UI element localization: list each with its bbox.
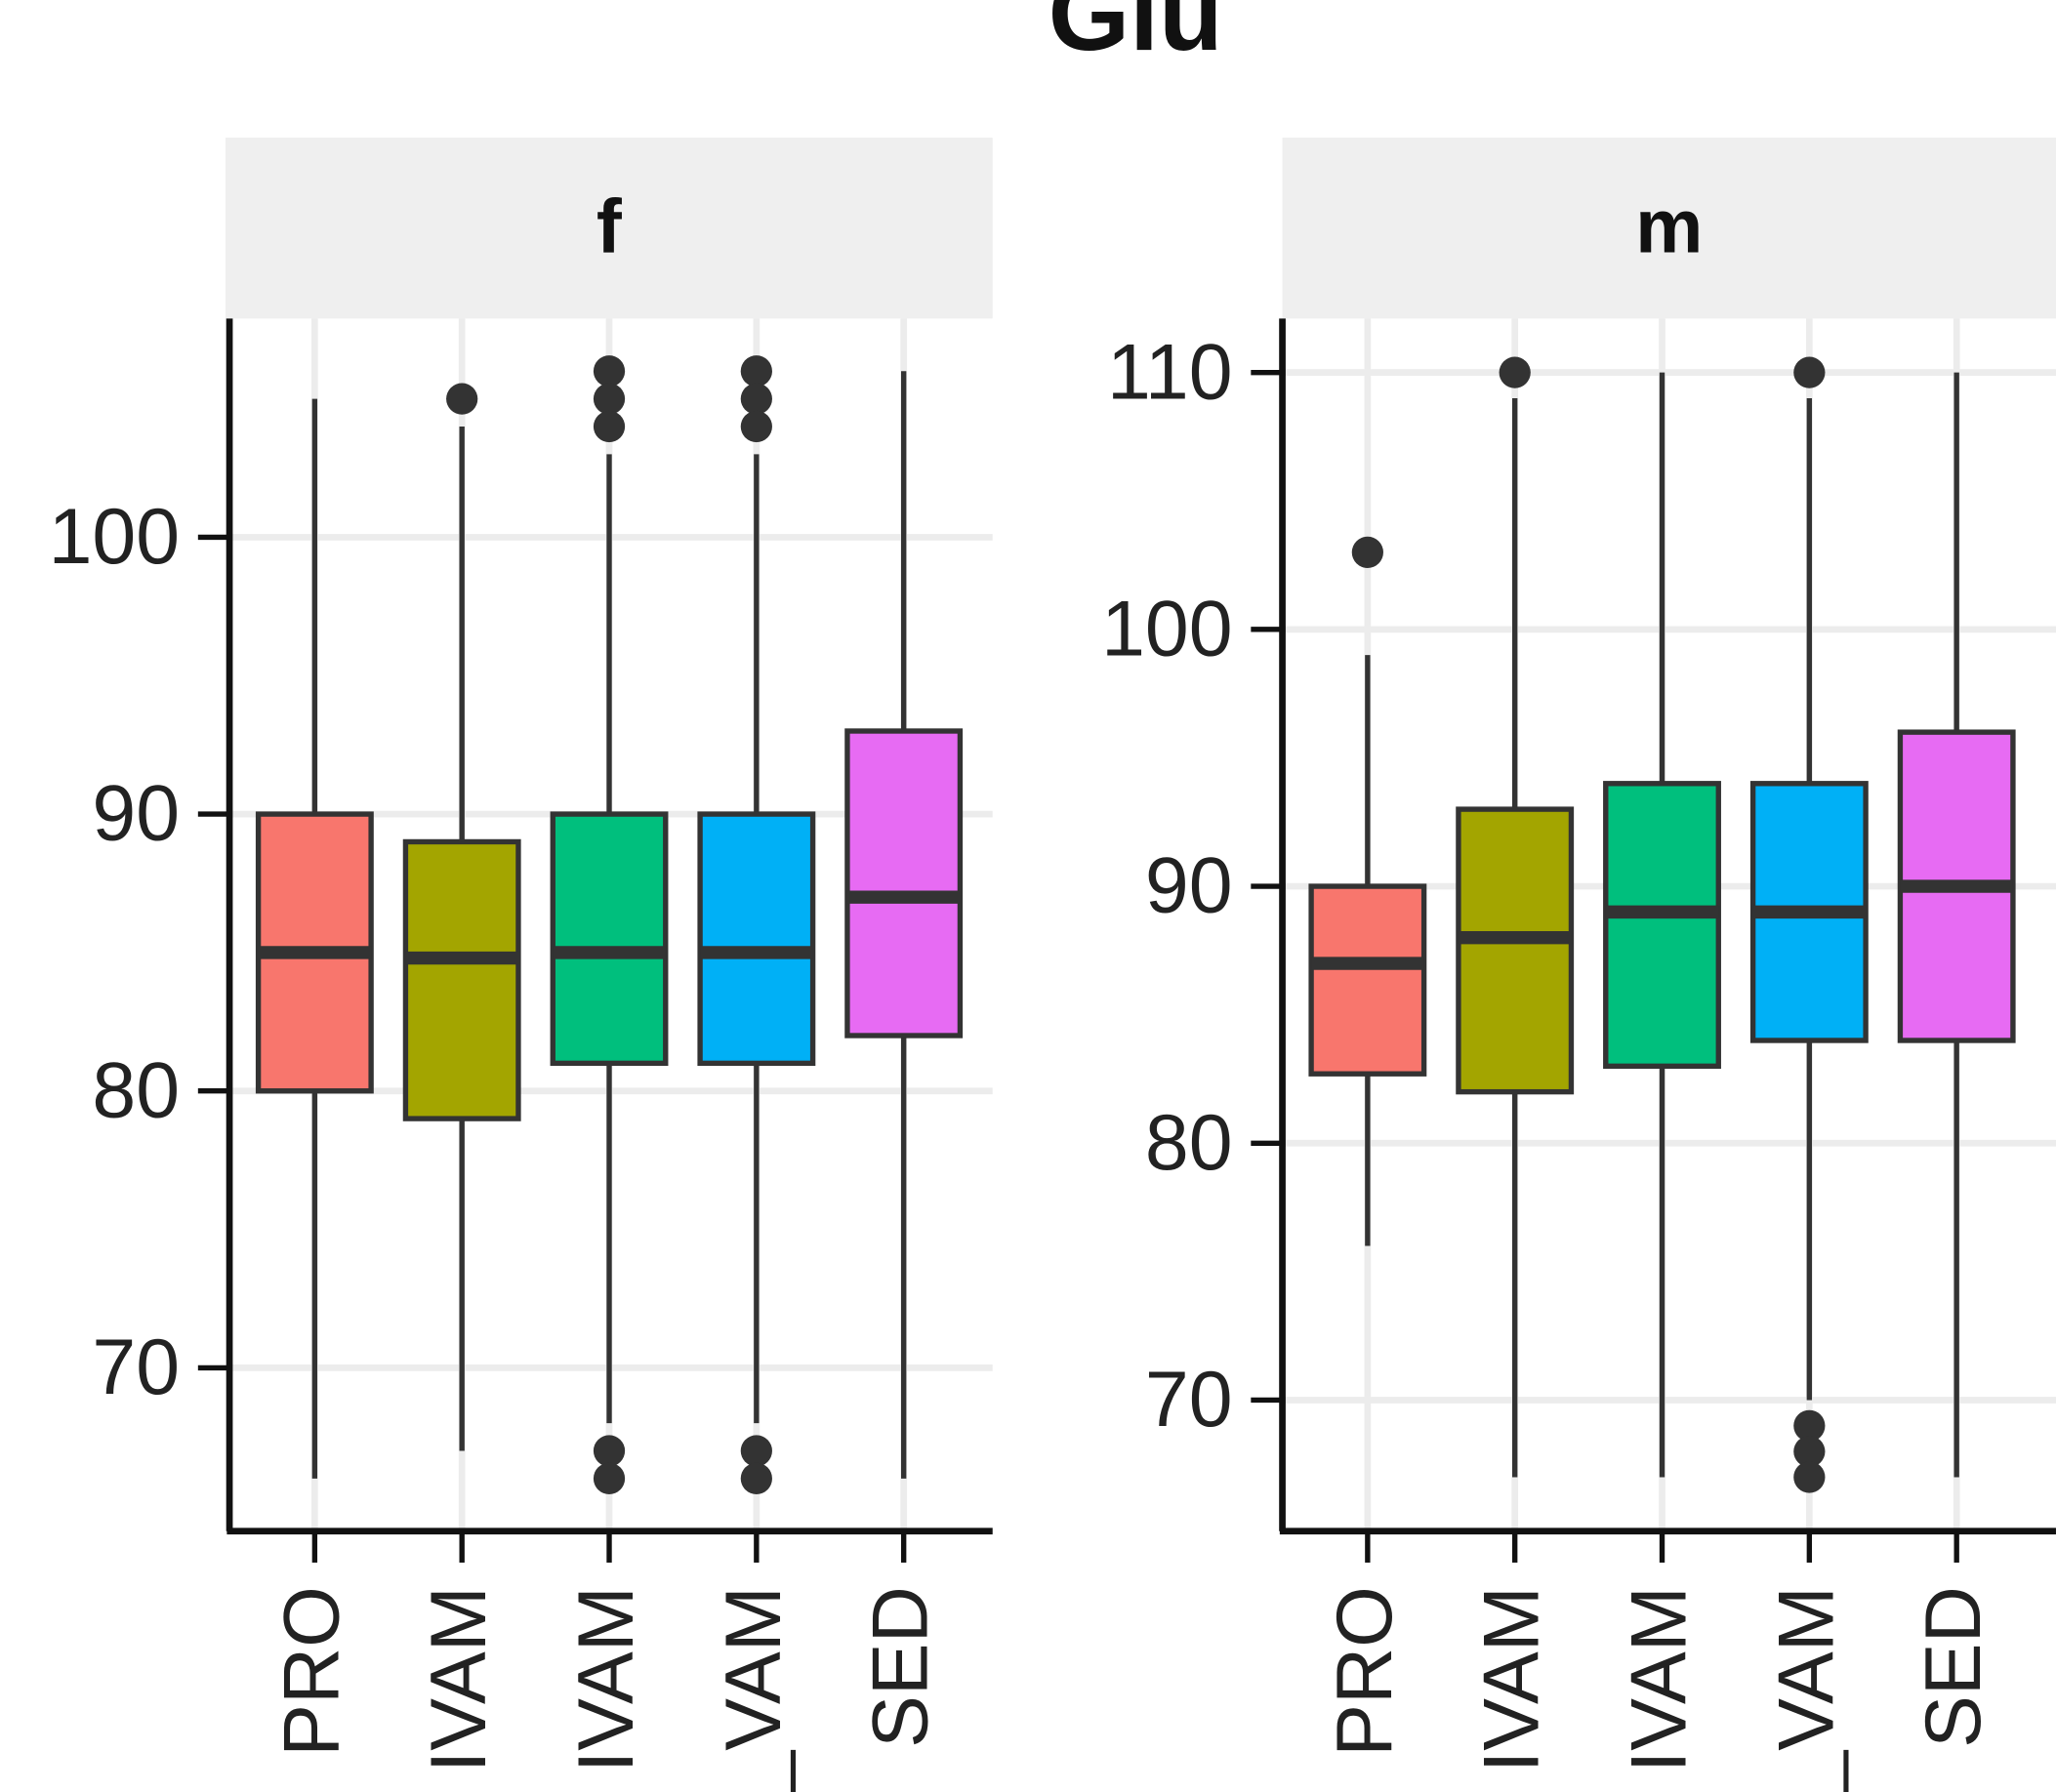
x-tick-label: _VAM: [1762, 1586, 1850, 1792]
outlier: [740, 1435, 772, 1467]
y-tick-label: 80: [92, 1046, 180, 1134]
x-tick-label: IVAM: [1615, 1586, 1703, 1772]
outlier: [1793, 356, 1826, 388]
x-tick-label: SED: [857, 1586, 945, 1748]
y-tick-label: 70: [1145, 1356, 1233, 1444]
y-tick-label: 100: [49, 493, 180, 581]
outlier: [593, 1435, 626, 1467]
strip-background: [226, 138, 993, 319]
y-tick-label: 110: [1107, 328, 1232, 416]
y-tick-label: 80: [1145, 1099, 1233, 1187]
strip-label: f: [596, 183, 623, 268]
outlier: [446, 383, 478, 415]
outlier: [1793, 1461, 1826, 1493]
strip-background: [1282, 138, 2056, 319]
box: [697, 811, 816, 1067]
y-tick-label: 90: [92, 770, 180, 858]
box: [550, 811, 669, 1067]
strip-label: m: [1635, 183, 1703, 268]
y-tick-label: 100: [1101, 586, 1232, 673]
x-tick-label: PRO: [267, 1586, 355, 1757]
outlier: [740, 383, 772, 415]
x-tick-label: IVAM: [1468, 1586, 1556, 1772]
chart-title: Glu: [1049, 0, 1223, 72]
outlier: [593, 410, 626, 443]
box: [844, 728, 964, 1039]
x-tick-label: PRO: [1321, 1586, 1409, 1757]
outlier: [1793, 1409, 1826, 1442]
outlier: [1793, 1436, 1826, 1468]
outlier: [740, 355, 772, 387]
y-tick-label: 70: [92, 1324, 180, 1411]
y-tick-label: 90: [1145, 842, 1233, 930]
outlier: [1351, 536, 1383, 569]
outlier: [740, 1462, 772, 1494]
outlier: [1499, 356, 1531, 388]
box: [1456, 806, 1575, 1095]
x-tick-label: _VAM: [710, 1586, 798, 1792]
box: [1603, 781, 1721, 1070]
outlier: [593, 355, 626, 387]
outlier: [593, 1462, 626, 1494]
outlier: [740, 410, 772, 443]
box: [402, 838, 521, 1121]
x-tick-label: IVAM: [415, 1586, 503, 1772]
outlier: [593, 383, 626, 415]
x-tick-label: SED: [1910, 1586, 1997, 1748]
box: [1308, 883, 1427, 1077]
x-tick-label: IVAM: [562, 1586, 650, 1772]
